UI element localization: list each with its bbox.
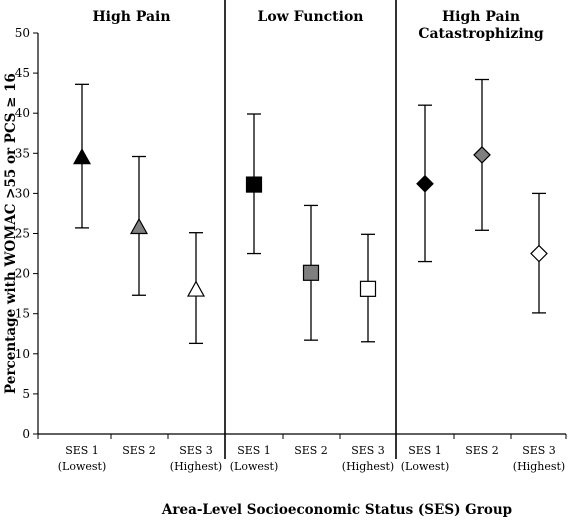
x-category-label: (Highest) — [513, 460, 565, 473]
panel-title: Low Function — [258, 9, 364, 25]
data-point — [359, 233, 377, 343]
triangle-marker — [72, 148, 92, 165]
diamond-marker — [473, 146, 491, 164]
y-tick-label: 20 — [15, 267, 30, 281]
data-point — [186, 232, 206, 345]
panel-title: High Pain — [442, 9, 520, 25]
y-tick-label: 40 — [15, 106, 30, 120]
x-category-label: SES 3 — [179, 444, 213, 457]
x-category-label: (Lowest) — [58, 460, 107, 473]
square-marker — [359, 280, 377, 297]
diamond-marker — [530, 244, 548, 263]
diamond-marker — [416, 174, 434, 193]
x-category-label: SES 3 — [522, 444, 556, 457]
x-category-label: (Lowest) — [401, 460, 450, 473]
y-tick-label: 50 — [15, 26, 30, 40]
x-category-label: SES 1 — [408, 444, 442, 457]
x-category-label: (Lowest) — [230, 460, 279, 473]
y-tick-label: 10 — [15, 347, 30, 361]
y-axis-title: Percentage with WOMAC >55 or PCS ≥ 16 — [3, 73, 19, 394]
y-tick-label: 35 — [15, 146, 30, 160]
square-marker — [302, 264, 320, 281]
x-category-label: SES 3 — [351, 444, 385, 457]
data-point — [129, 155, 149, 296]
data-point — [245, 113, 263, 255]
data-point — [302, 204, 320, 341]
data-point — [416, 104, 434, 263]
x-category-label: (Highest) — [170, 460, 222, 473]
triangle-marker — [186, 280, 206, 297]
x-category-label: SES 1 — [65, 444, 99, 457]
y-tick-label: 45 — [15, 66, 30, 80]
y-tick-label: 30 — [15, 186, 30, 200]
x-category-label: SES 2 — [465, 444, 499, 457]
x-axis-title: Area-Level Socioeconomic Status (SES) Gr… — [161, 502, 512, 518]
triangle-marker — [129, 217, 149, 235]
x-category-label: (Highest) — [342, 460, 394, 473]
data-point — [473, 78, 491, 231]
panel-title: High Pain — [92, 9, 170, 25]
panel-2: Low Function SES 1 (Lowest) SES 2 SES 3 (High… — [230, 9, 394, 473]
panel-title: Catastrophizing — [418, 26, 544, 42]
y-tick-label: 0 — [22, 427, 30, 441]
data-point — [72, 83, 92, 229]
y-tick-label: 25 — [15, 227, 30, 241]
x-category-label: SES 2 — [122, 444, 156, 457]
x-category-label: SES 2 — [294, 444, 328, 457]
square-marker — [245, 176, 263, 193]
y-tick-label: 15 — [15, 307, 30, 321]
x-category-label: SES 1 — [237, 444, 271, 457]
panel-1: High Pain SES 1 (Lowest) SES 2 SES 3 (Highest… — [58, 9, 222, 473]
y-tick-label: 5 — [22, 387, 30, 401]
data-point — [530, 192, 548, 314]
